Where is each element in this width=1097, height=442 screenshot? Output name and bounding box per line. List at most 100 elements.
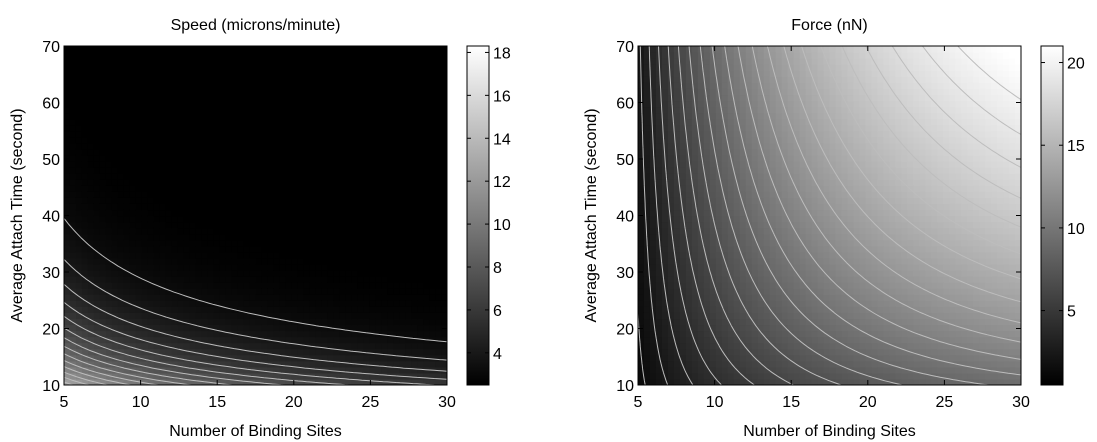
force-heat-cell — [751, 118, 759, 126]
force-heat-cell — [763, 330, 771, 338]
speed-heat-cell — [441, 173, 447, 180]
speed-heat-cell — [387, 124, 394, 132]
force-heat-cell — [769, 130, 777, 138]
speed-heat-cell — [243, 142, 251, 150]
force-heat-cell — [667, 312, 675, 320]
speed-heat-cell — [375, 251, 382, 259]
speed-heat-cell — [273, 245, 281, 253]
speed-heat-cell — [339, 52, 346, 59]
force-heat-cell — [739, 46, 747, 53]
speed-heat-cell — [243, 76, 251, 83]
speed-heat-cell — [141, 106, 149, 114]
force-heat-cell — [697, 239, 705, 247]
speed-heat-cell — [69, 130, 77, 138]
speed-heat-cell — [195, 215, 203, 223]
force-heat-cell — [679, 336, 687, 344]
speed-heat-cell — [249, 179, 257, 186]
speed-heat-cell — [387, 106, 394, 114]
speed-heat-cell — [315, 64, 322, 71]
speed-heat-cell — [405, 88, 412, 96]
speed-heat-cell — [153, 227, 161, 235]
force-heat-cell — [691, 154, 699, 162]
speed-heat-cell — [405, 282, 412, 289]
speed-heat-cell — [165, 354, 173, 362]
speed-heat-cell — [249, 294, 257, 301]
force-heat-cell — [709, 179, 717, 186]
force-heat-cell — [703, 342, 711, 350]
speed-heat-cell — [423, 88, 430, 96]
speed-heat-cell — [429, 318, 436, 326]
force-heat-cell — [661, 185, 669, 192]
force-heat-cell — [757, 179, 765, 186]
speed-heat-cell — [255, 100, 263, 108]
speed-heat-cell — [351, 76, 358, 83]
speed-heat-cell — [327, 94, 334, 102]
speed-heat-cell — [375, 215, 382, 223]
speed-heat-cell — [249, 106, 257, 114]
speed-heat-cell — [129, 58, 137, 65]
speed-heat-cell — [279, 288, 287, 295]
speed-heat-cell — [363, 100, 370, 108]
speed-heat-cell — [303, 282, 310, 289]
speed-heat-cell — [369, 76, 376, 83]
speed-heat-cell — [255, 276, 263, 283]
speed-heat-cell — [435, 269, 442, 277]
force-heat-cell — [763, 312, 771, 320]
speed-heat-cell — [327, 245, 334, 253]
force-heat-cell — [679, 88, 687, 96]
speed-heat-cell — [249, 276, 257, 283]
speed-heat-cell — [429, 76, 436, 83]
speed-heat-cell — [183, 251, 191, 259]
speed-heat-cell — [309, 124, 316, 132]
speed-heat-cell — [87, 185, 95, 192]
speed-heat-cell — [345, 330, 352, 338]
speed-heat-cell — [345, 191, 352, 198]
speed-heat-cell — [411, 64, 418, 71]
speed-heat-cell — [339, 118, 346, 126]
force-heat-cell — [733, 130, 741, 138]
speed-heat-cell — [123, 348, 131, 356]
speed-heat-cell — [141, 245, 149, 253]
force-heat-cell — [721, 312, 729, 320]
speed-heat-cell — [381, 276, 388, 283]
speed-heat-cell — [303, 366, 310, 374]
force-heat-cell — [638, 239, 645, 247]
speed-heat-cell — [417, 148, 424, 156]
force-heat-cell — [667, 366, 675, 374]
speed-heat-cell — [321, 124, 328, 132]
speed-heat-cell — [309, 324, 316, 332]
speed-heat-cell — [129, 221, 137, 229]
speed-heat-cell — [99, 185, 107, 192]
speed-heat-cell — [225, 257, 233, 265]
speed-heat-cell — [411, 378, 418, 385]
speed-heat-cell — [219, 342, 227, 350]
force-heat-cell — [691, 64, 699, 71]
force-heat-cell — [655, 354, 663, 362]
force-heat-cell — [733, 154, 741, 162]
speed-x-tick-label: 25 — [362, 394, 380, 411]
force-heat-cell — [751, 179, 759, 186]
speed-heat-cell — [165, 257, 173, 265]
speed-heat-cell — [231, 288, 239, 295]
speed-heat-cell — [93, 94, 101, 102]
force-heat-cell — [715, 100, 723, 108]
speed-heat-cell — [399, 209, 406, 217]
force-heat-cell — [757, 354, 765, 362]
speed-heat-cell — [285, 179, 292, 186]
force-heat-cell — [667, 336, 675, 344]
speed-heat-cell — [267, 52, 275, 59]
speed-heat-cell — [69, 154, 77, 162]
speed-heat-cell — [255, 124, 263, 132]
speed-heat-cell — [129, 354, 137, 362]
speed-heat-cell — [279, 269, 287, 277]
force-heat-cell — [655, 257, 663, 265]
speed-heat-cell — [405, 245, 412, 253]
speed-heat-cell — [243, 282, 251, 289]
speed-heat-cell — [225, 76, 233, 83]
speed-heat-cell — [381, 215, 388, 223]
speed-heat-cell — [417, 209, 424, 217]
speed-heat-cell — [177, 354, 185, 362]
force-heat-cell — [751, 276, 759, 283]
speed-heat-cell — [129, 282, 137, 289]
force-heat-cell — [739, 173, 747, 180]
